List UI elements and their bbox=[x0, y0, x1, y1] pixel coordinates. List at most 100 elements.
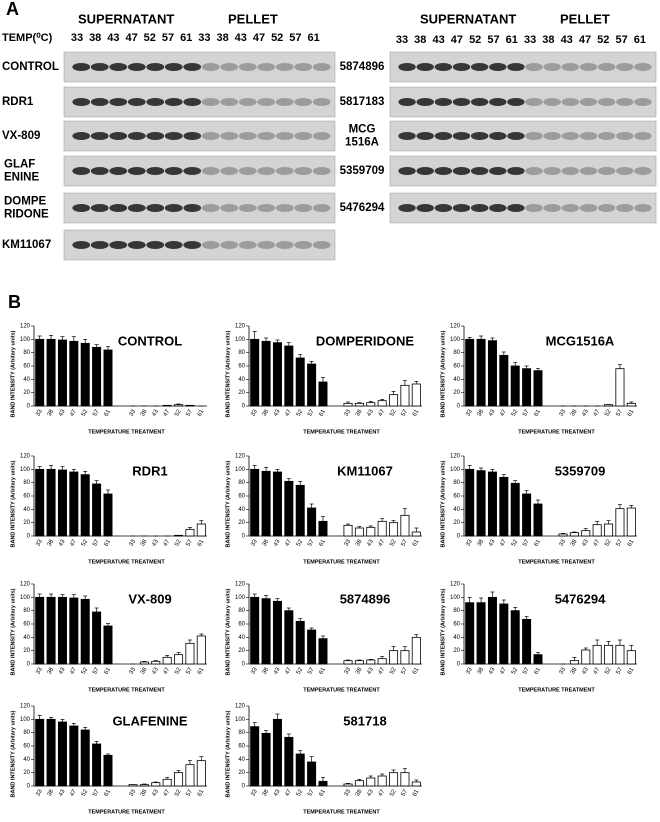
x-tick-label: 43 bbox=[488, 408, 497, 417]
temp-label: TEMP(⁰C) bbox=[2, 32, 53, 44]
y-tick-label: 20 bbox=[238, 770, 245, 776]
bar bbox=[35, 596, 45, 665]
x-tick-label: 61 bbox=[104, 408, 113, 417]
lane-label: 43 bbox=[235, 32, 247, 44]
x-tick-label: 43 bbox=[58, 788, 67, 797]
y-tick-label: 60 bbox=[23, 744, 30, 750]
x-tick-label: 33 bbox=[129, 788, 138, 797]
band bbox=[183, 241, 202, 249]
bar bbox=[272, 471, 282, 537]
y-axis-label: BAND INTENSITY (Arbitary units) bbox=[440, 330, 446, 417]
band bbox=[543, 132, 561, 140]
x-tick-label: 57 bbox=[92, 408, 101, 417]
x-tick-label: 43 bbox=[581, 538, 590, 547]
band bbox=[127, 98, 146, 106]
y-axis-label: BAND INTENSITY (Arbitary units) bbox=[225, 330, 231, 417]
x-tick-label: 61 bbox=[197, 408, 206, 417]
y-tick-label: 60 bbox=[453, 622, 460, 628]
band bbox=[183, 204, 202, 212]
y-tick-label: 60 bbox=[238, 622, 245, 628]
bar bbox=[411, 383, 421, 407]
lane-label: 43 bbox=[432, 34, 444, 46]
band bbox=[109, 167, 128, 175]
x-tick-label: 47 bbox=[163, 538, 172, 547]
y-tick-label: 40 bbox=[453, 507, 460, 513]
band bbox=[507, 132, 525, 140]
y-tick-label: 20 bbox=[238, 390, 245, 396]
x-tick-label: 33 bbox=[344, 788, 353, 797]
bar bbox=[604, 523, 614, 537]
x-tick-label: 61 bbox=[412, 666, 421, 675]
x-axis-label: TEMPERATURE TREATMENT bbox=[303, 687, 380, 693]
band bbox=[616, 63, 634, 71]
y-tick-label: 120 bbox=[20, 454, 31, 460]
band bbox=[109, 63, 128, 71]
y-tick-label: 0 bbox=[242, 784, 246, 790]
bar-chart: 0 20 40 60 80 100 120 BAND INTENSITY (Arbitary … bbox=[10, 704, 207, 815]
bar bbox=[592, 644, 602, 665]
row-label: 1516A bbox=[345, 137, 379, 149]
x-tick-label: 33 bbox=[35, 408, 44, 417]
x-tick-label: 33 bbox=[250, 538, 259, 547]
band bbox=[434, 204, 453, 212]
x-tick-label: 33 bbox=[250, 666, 259, 675]
y-axis-label: BAND INTENSITY (Arbitary units) bbox=[440, 588, 446, 675]
x-tick-label: 43 bbox=[151, 408, 160, 417]
x-tick-label: 33 bbox=[465, 408, 474, 417]
band bbox=[127, 241, 146, 249]
y-tick-label: 20 bbox=[23, 520, 30, 526]
bar bbox=[46, 596, 56, 665]
band bbox=[452, 204, 471, 212]
lane-label: 52 bbox=[469, 34, 481, 46]
y-axis-label: BAND INTENSITY (Arbitary units) bbox=[225, 710, 231, 797]
band bbox=[183, 132, 202, 140]
band bbox=[434, 63, 453, 71]
x-tick-label: 43 bbox=[58, 408, 67, 417]
x-tick-label: 43 bbox=[273, 408, 282, 417]
x-tick-label: 57 bbox=[400, 666, 409, 675]
chart-title: GLAFENINE bbox=[112, 713, 187, 728]
x-tick-label: 57 bbox=[92, 666, 101, 675]
x-tick-label: 43 bbox=[366, 666, 375, 675]
y-tick-label: 0 bbox=[242, 404, 246, 410]
x-tick-label: 47 bbox=[499, 666, 508, 675]
y-tick-label: 60 bbox=[453, 494, 460, 500]
bar bbox=[272, 342, 282, 407]
y-tick-label: 60 bbox=[238, 364, 245, 370]
bar-chart: 0 20 40 60 80 100 120 BAND INTENSITY (Arbitary … bbox=[225, 454, 422, 565]
band bbox=[90, 132, 109, 140]
y-tick-label: 0 bbox=[457, 662, 461, 668]
bar bbox=[615, 368, 625, 407]
band bbox=[416, 132, 434, 140]
x-tick-label: 33 bbox=[35, 666, 44, 675]
y-tick-label: 120 bbox=[20, 704, 31, 710]
band bbox=[507, 63, 525, 71]
bar bbox=[377, 658, 387, 665]
bar bbox=[151, 660, 161, 665]
bar bbox=[174, 654, 184, 665]
bar bbox=[400, 650, 410, 665]
bar-chart: 0 20 40 60 80 100 120 BAND INTENSITY (Arbitary … bbox=[10, 582, 207, 693]
y-tick-label: 120 bbox=[235, 704, 246, 710]
band bbox=[434, 132, 453, 140]
x-tick-label: 57 bbox=[522, 538, 531, 547]
band bbox=[561, 63, 580, 71]
bar bbox=[400, 514, 410, 537]
band bbox=[220, 167, 239, 175]
band bbox=[238, 204, 257, 212]
bar bbox=[69, 725, 79, 787]
bar bbox=[377, 775, 387, 787]
x-tick-label: 47 bbox=[69, 788, 78, 797]
band bbox=[72, 63, 91, 71]
band bbox=[127, 204, 146, 212]
x-tick-label: 47 bbox=[284, 666, 293, 675]
y-tick-label: 0 bbox=[27, 662, 31, 668]
x-tick-label: 43 bbox=[273, 788, 282, 797]
band bbox=[220, 132, 239, 140]
bar bbox=[57, 339, 67, 407]
band bbox=[72, 204, 91, 212]
x-tick-label: 57 bbox=[92, 788, 101, 797]
y-tick-label: 0 bbox=[242, 662, 246, 668]
x-tick-label: 57 bbox=[615, 408, 624, 417]
bar bbox=[318, 638, 328, 665]
